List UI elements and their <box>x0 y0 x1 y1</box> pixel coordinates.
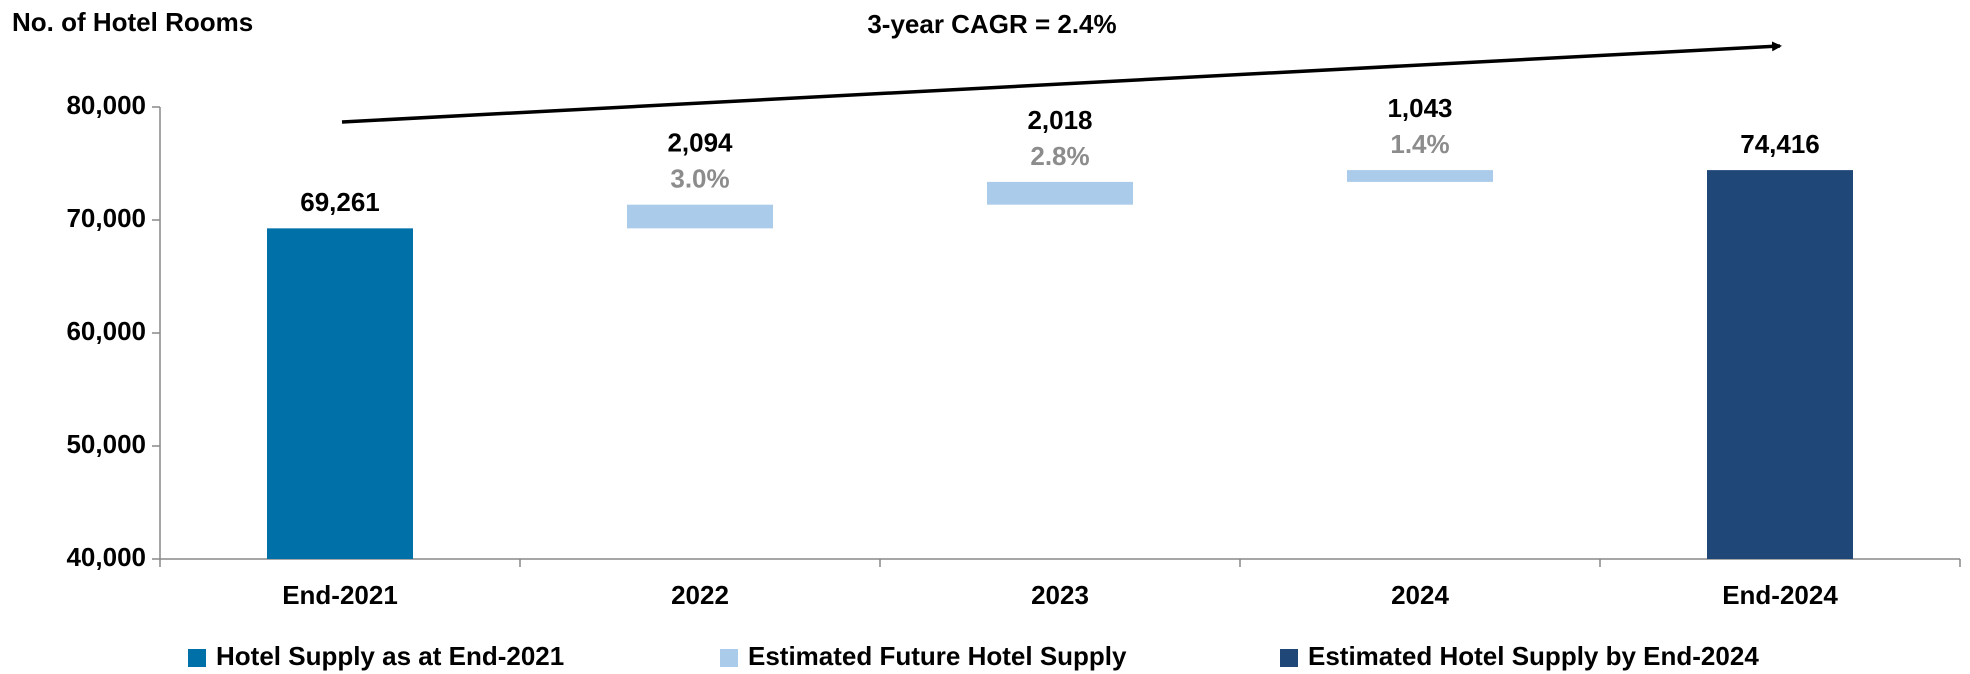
growth-label: 3.0% <box>670 164 729 194</box>
cagr-arrow <box>341 41 1782 124</box>
growth-label: 2.8% <box>1030 141 1089 171</box>
x-tick-label: 2023 <box>1031 580 1089 610</box>
y-tick-label: 50,000 <box>66 429 146 459</box>
x-tick-label: 2022 <box>671 580 729 610</box>
value-label: 2,018 <box>1027 105 1092 135</box>
x-tick-label: End-2021 <box>282 580 398 610</box>
annotation: 3-year CAGR = 2.4% <box>867 9 1116 39</box>
y-tick-label: 80,000 <box>66 90 146 120</box>
growth-label: 1.4% <box>1390 129 1449 159</box>
legend-swatch <box>188 649 206 667</box>
x-tick-label: 2024 <box>1391 580 1449 610</box>
value-label: 74,416 <box>1740 129 1820 159</box>
legend-label: Estimated Future Hotel Supply <box>748 641 1127 671</box>
legend-swatch <box>720 649 738 667</box>
value-label: 69,261 <box>300 187 380 217</box>
x-tick-label: End-2024 <box>1722 580 1838 610</box>
value-label: 2,094 <box>667 128 733 158</box>
legend-swatch <box>1280 649 1298 667</box>
legend-label: Estimated Hotel Supply by End-2024 <box>1308 641 1759 671</box>
bar <box>1707 170 1853 560</box>
y-tick-label: 60,000 <box>66 316 146 346</box>
legend-label: Hotel Supply as at End-2021 <box>216 641 564 671</box>
bar <box>1347 170 1493 182</box>
bar <box>627 204 773 229</box>
y-tick-label: 40,000 <box>66 542 146 572</box>
bar <box>987 181 1133 205</box>
y-tick-label: 70,000 <box>66 203 146 233</box>
value-label: 1,043 <box>1387 93 1452 123</box>
bar <box>267 228 413 559</box>
y-axis-label: No. of Hotel Rooms <box>12 7 253 37</box>
